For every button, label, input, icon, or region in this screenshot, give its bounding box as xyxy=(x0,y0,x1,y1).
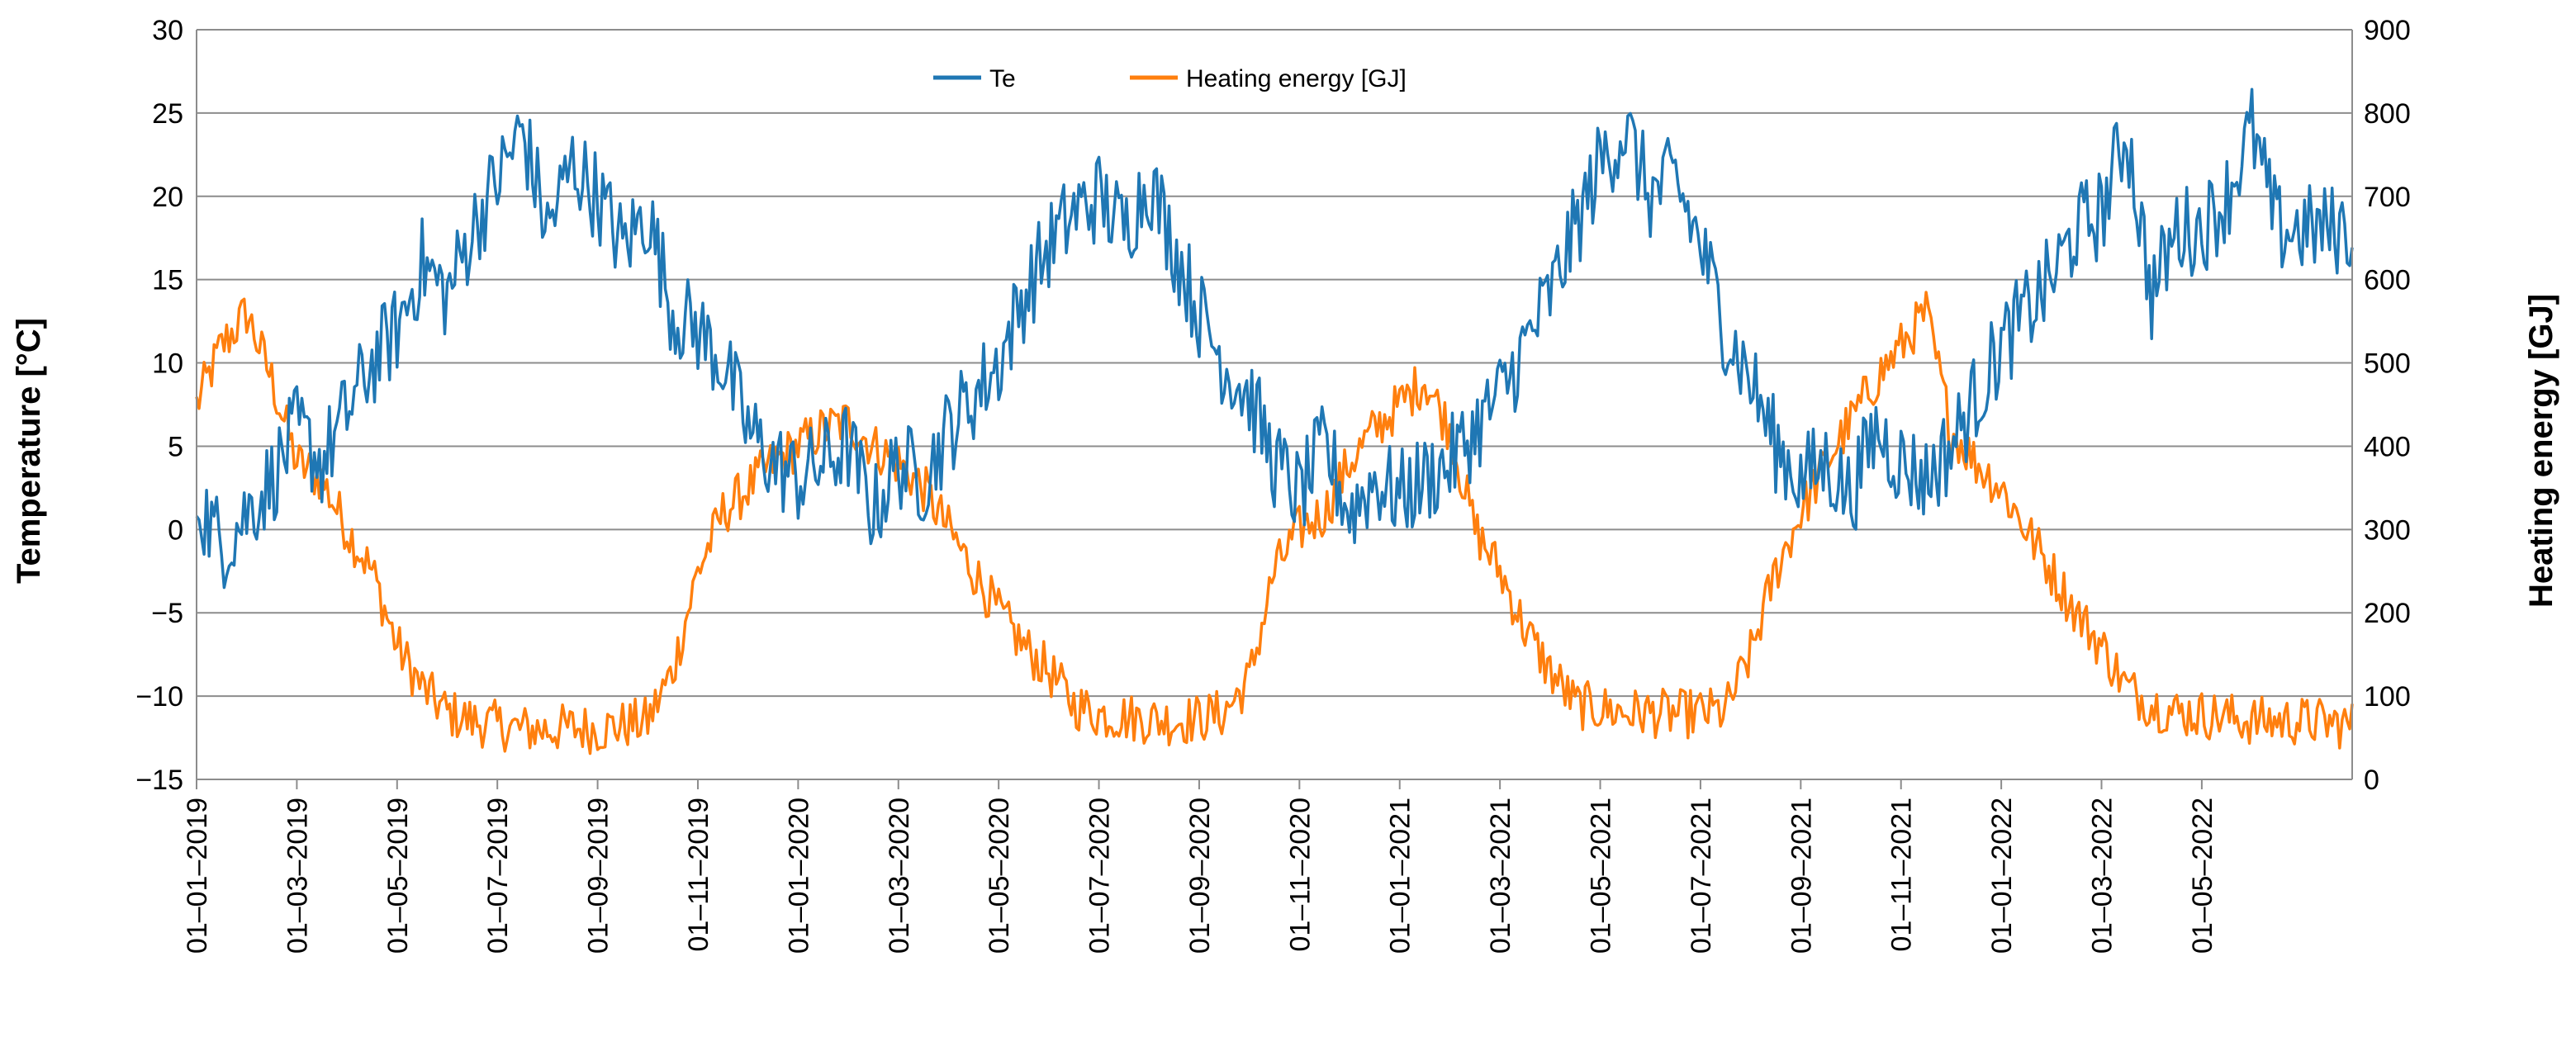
y-tick-label: 15 xyxy=(152,265,183,296)
x-tick-label: 01–01–2019 xyxy=(182,798,213,954)
x-tick-label: 01–01–2022 xyxy=(1986,798,2018,954)
x-tick-label: 01–09–2020 xyxy=(1184,798,1216,954)
x-tick-label: 01–03–2020 xyxy=(884,798,915,954)
x-tick-label: 01–01–2020 xyxy=(783,798,814,954)
x-tick-label: 01–11–2021 xyxy=(1886,798,1918,952)
legend-label-heating-energy: Heating energy [GJ] xyxy=(1186,65,1407,92)
x-tick-label: 01–11–2020 xyxy=(1284,798,1316,952)
y2-tick-label: 900 xyxy=(2364,15,2411,46)
x-tick-label: 01–03–2022 xyxy=(2087,798,2118,954)
y-tick-label: 20 xyxy=(152,182,183,213)
y-tick-label: 25 xyxy=(152,98,183,130)
left-axis-tick-labels: −15 −10 −5 0 5 10 15 20 25 30 xyxy=(135,15,183,796)
y2-tick-label: 800 xyxy=(2364,98,2411,130)
y2-tick-label: 100 xyxy=(2364,681,2411,713)
x-tick-label: 01–07–2020 xyxy=(1084,798,1116,954)
right-axis-title: Heating energy [GJ] xyxy=(2523,294,2559,608)
y2-tick-label: 700 xyxy=(2364,182,2411,213)
y2-tick-label: 500 xyxy=(2364,348,2411,380)
x-tick-label: 01–05–2020 xyxy=(984,798,1015,954)
x-tick-label: 01–05–2022 xyxy=(2187,798,2218,954)
y-tick-label: −15 xyxy=(135,765,183,796)
x-tick-label: 01–03–2019 xyxy=(282,798,313,954)
x-tick-label: 01–05–2019 xyxy=(382,798,414,954)
y2-tick-label: 600 xyxy=(2364,265,2411,296)
series-lines xyxy=(195,88,2354,755)
y-tick-label: 30 xyxy=(152,15,183,46)
x-tick-label: 01–11–2019 xyxy=(683,798,714,952)
x-tick-label: 01–07–2019 xyxy=(482,798,514,954)
legend: Te Heating energy [GJ] xyxy=(933,65,1407,92)
x-tick-label: 01–03–2021 xyxy=(1485,798,1516,954)
axes xyxy=(196,30,2353,789)
grid-lines xyxy=(197,29,2352,780)
x-tick-label: 01–05–2021 xyxy=(1586,798,1617,954)
y-tick-label: −10 xyxy=(135,681,183,713)
left-axis-title: Temperature [°C] xyxy=(11,318,47,584)
x-axis-tick-labels: 01–01–2019 01–03–2019 01–05–2019 01–07–2019… xyxy=(182,798,2218,954)
x-tick-label: 01–09–2021 xyxy=(1786,798,1817,954)
y2-tick-label: 300 xyxy=(2364,514,2411,546)
legend-label-te: Te xyxy=(989,65,1016,92)
right-axis-tick-labels: 0 100 200 300 400 500 600 700 800 900 xyxy=(2364,15,2411,796)
x-tick-label: 01–01–2021 xyxy=(1385,798,1416,954)
x-tick-label: 01–07–2021 xyxy=(1686,798,1717,954)
y-tick-label: 0 xyxy=(168,514,183,546)
y-tick-label: 10 xyxy=(152,348,183,380)
y2-tick-label: 400 xyxy=(2364,431,2411,462)
series-line-heating-energy xyxy=(195,291,2354,755)
y-tick-label: −5 xyxy=(151,598,183,629)
series-line-te xyxy=(195,88,2354,590)
y2-tick-label: 200 xyxy=(2364,598,2411,629)
y2-tick-label: 0 xyxy=(2364,765,2379,796)
y-tick-label: 5 xyxy=(168,431,183,462)
x-tick-label: 01–09–2019 xyxy=(583,798,614,954)
